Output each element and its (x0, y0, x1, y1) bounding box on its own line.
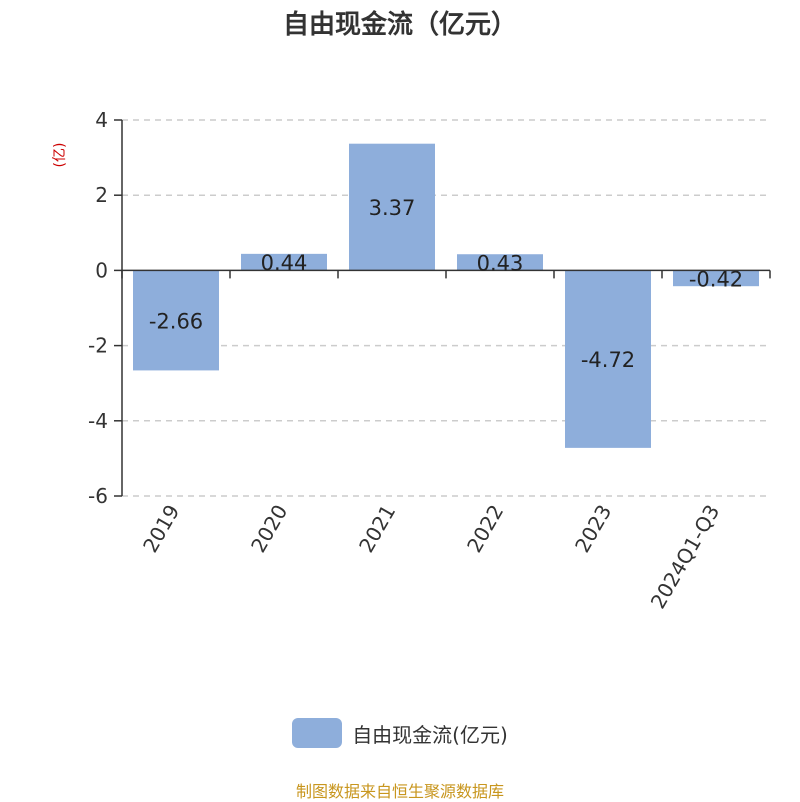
data-label: -4.72 (581, 348, 635, 372)
x-tick-label: 2024Q1-Q3 (646, 501, 725, 613)
y-tick-label: -4 (88, 409, 108, 433)
x-tick-label: 2020 (246, 501, 292, 557)
chart-title: 自由现金流（亿元） (282, 10, 517, 40)
y-tick-label: 0 (95, 258, 108, 282)
bar[interactable] (457, 254, 543, 271)
legend-swatch (292, 718, 343, 748)
legend[interactable]: 自由现金流(亿元) (0, 718, 800, 748)
grid-lines (122, 119, 770, 497)
bar[interactable] (565, 270, 651, 448)
y-tick-label: -2 (88, 334, 108, 358)
x-tick-label: 2019 (138, 501, 184, 557)
y-tick-label: -6 (88, 484, 108, 508)
x-tick-label: 2021 (354, 501, 400, 557)
bar[interactable] (673, 270, 759, 287)
axes (114, 119, 771, 497)
y-axis-label: (亿) (52, 143, 68, 168)
x-tick-label: 2022 (462, 501, 508, 557)
source-note: 制图数据来自恒生聚源数据库 (295, 782, 504, 801)
data-label: -2.66 (149, 309, 203, 333)
y-tick-label: 2 (95, 183, 108, 207)
y-tick-label: 4 (95, 108, 108, 132)
bar[interactable] (133, 270, 219, 371)
data-label: -0.42 (689, 267, 743, 291)
bar[interactable] (241, 253, 327, 271)
data-label: 0.43 (477, 251, 524, 275)
x-tick-label: 2023 (570, 501, 616, 557)
data-label: 3.37 (369, 196, 416, 220)
bars (133, 143, 759, 448)
legend-label: 自由现金流(亿元) (352, 722, 508, 747)
data-label: 0.44 (261, 251, 308, 275)
bar[interactable] (349, 143, 435, 271)
